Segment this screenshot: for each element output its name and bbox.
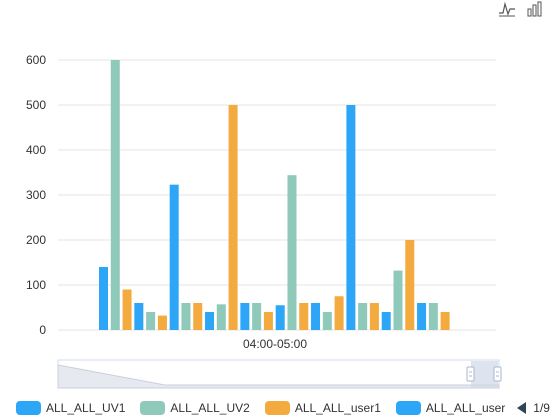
bar[interactable] [311,303,321,330]
bar[interactable] [99,267,108,330]
legend-swatch [16,401,41,415]
y-tick-label: 300 [26,188,46,202]
datazoom-handle-right[interactable] [493,366,502,382]
datazoom-handle-left[interactable] [466,366,475,382]
y-tick-label: 0 [39,323,46,337]
bar[interactable] [440,312,450,330]
datazoom-shadow [57,364,500,389]
x-tick-label: 04:00-05:00 [243,337,307,351]
bar[interactable] [228,105,238,330]
legend-page-indicator: 1/9 [533,401,550,415]
legend-swatch [140,401,166,415]
legend-item-all-all-user1[interactable]: ALL_ALL_user1 [264,401,381,415]
bar[interactable] [322,312,332,330]
y-tick-label: 600 [26,53,46,67]
bar[interactable] [252,303,262,330]
legend-prev-page-icon[interactable] [517,402,527,414]
bar[interactable] [393,270,403,330]
grid-lines [58,59,496,331]
bar[interactable] [346,105,356,330]
bar[interactable] [263,312,273,330]
bar[interactable] [134,303,144,330]
legend-label: ALL_ALL_UV1 [46,401,126,415]
bar[interactable] [205,312,215,330]
legend-swatch [264,401,290,415]
bar-chart-icon[interactable] [526,0,544,18]
bar[interactable] [193,303,203,330]
y-tick-label: 500 [26,98,46,112]
bar[interactable] [428,303,438,330]
bar[interactable] [417,303,427,330]
y-tick-label: 400 [26,143,46,157]
legend-item-all-all-uv1[interactable]: ALL_ALL_UV1 [16,401,125,415]
y-tick-label: 100 [26,278,46,292]
bar[interactable] [358,303,368,330]
bar-series [99,60,450,330]
chart-toolbox [498,0,544,18]
bar[interactable] [157,315,167,330]
bar[interactable] [122,289,132,331]
datazoom-slider[interactable] [57,359,502,389]
bar[interactable] [110,60,120,330]
bar[interactable] [216,304,226,330]
bar[interactable] [169,184,179,330]
bar[interactable] [275,305,285,330]
y-axis: 0 100 200 300 400 500 600 [26,53,46,337]
legend-label: ALL_ALL_user1 [294,401,381,415]
bar[interactable] [299,303,309,330]
legend-label: ALL_ALL_user [425,401,506,415]
x-axis: 04:00-05:00 [243,337,307,351]
line-chart-icon[interactable] [498,0,516,18]
bar[interactable] [405,240,415,330]
bar[interactable] [181,303,191,330]
legend-swatch [395,401,421,415]
legend-pager: 1/9 [517,401,550,415]
bar[interactable] [369,303,379,330]
chart-legend: ALL_ALL_UV1 ALL_ALL_UV2 ALL_ALL_user1 AL… [16,398,550,418]
legend-item-all-all-user[interactable]: ALL_ALL_user [395,401,506,415]
bar[interactable] [381,312,391,330]
y-tick-label: 200 [26,233,46,247]
bar[interactable] [240,303,250,330]
legend-item-all-all-uv2[interactable]: ALL_ALL_UV2 [140,401,250,415]
bar[interactable] [287,175,297,330]
bar[interactable] [334,296,344,330]
legend-label: ALL_ALL_UV2 [170,401,250,415]
bar[interactable] [146,312,156,330]
